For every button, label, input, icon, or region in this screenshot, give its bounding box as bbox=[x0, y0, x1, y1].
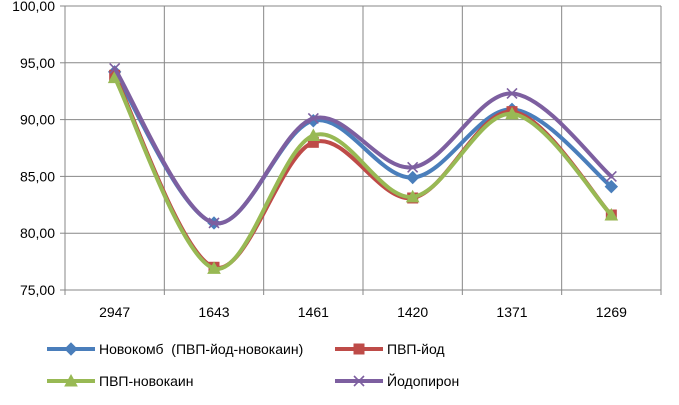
chart-grid bbox=[60, 5, 662, 295]
x-axis-tick-labels: 2947 1643 1461 1420 1371 1269 bbox=[99, 304, 627, 320]
data-point-marker bbox=[505, 106, 519, 120]
y-tick-label: 85,00 bbox=[20, 168, 55, 184]
data-point-marker bbox=[307, 112, 319, 125]
data-point-marker bbox=[353, 375, 365, 387]
data-point-marker bbox=[64, 342, 78, 356]
y-axis-tick-labels: 75,00 80,00 85,00 90,00 95,00 100,00 bbox=[12, 0, 55, 298]
legend-label: ПВП-йод bbox=[387, 341, 445, 357]
data-point-marker bbox=[604, 207, 619, 221]
x-tick-label: 1371 bbox=[496, 304, 527, 320]
data-point-marker bbox=[405, 189, 420, 203]
legend-label: ПВП-новокаин bbox=[99, 373, 193, 389]
x-tick-label: 1643 bbox=[198, 304, 229, 320]
data-point-marker bbox=[405, 170, 420, 185]
y-tick-label: 80,00 bbox=[20, 225, 55, 241]
data-point-marker bbox=[605, 170, 617, 182]
x-tick-label: 1420 bbox=[397, 304, 428, 320]
x-tick-label: 1269 bbox=[596, 304, 627, 320]
data-point-marker bbox=[109, 62, 121, 75]
chart-legend: Новокомб (ПВП-йод-новокаин) ПВП-йод ПВП-но… bbox=[47, 341, 459, 389]
series-3 bbox=[109, 62, 617, 229]
series-2 bbox=[107, 70, 619, 274]
data-point-marker bbox=[64, 373, 78, 387]
legend-item: Йодопирон bbox=[335, 372, 459, 389]
y-tick-label: 75,00 bbox=[20, 282, 55, 298]
y-tick-label: 90,00 bbox=[20, 112, 55, 128]
data-point-marker bbox=[208, 217, 220, 229]
data-point-marker bbox=[506, 87, 518, 100]
legend-label: Йодопирон bbox=[387, 372, 459, 389]
data-point-marker bbox=[604, 179, 619, 194]
legend-label: Новокомб (ПВП-йод-новокаин) bbox=[99, 341, 303, 357]
data-point-marker bbox=[407, 161, 419, 173]
legend-item: ПВП-новокаин bbox=[47, 373, 193, 389]
series-line bbox=[112, 75, 614, 271]
x-tick-label: 1461 bbox=[298, 304, 329, 320]
chart-series bbox=[107, 62, 619, 274]
x-tick-label: 2947 bbox=[99, 304, 130, 320]
legend-item: ПВП-йод bbox=[335, 341, 445, 357]
data-point-marker bbox=[353, 343, 365, 355]
data-point-marker bbox=[207, 261, 221, 274]
y-tick-label: 95,00 bbox=[20, 55, 55, 71]
y-tick-label: 100,00 bbox=[12, 0, 55, 14]
legend-item: Новокомб (ПВП-йод-новокаин) bbox=[47, 341, 303, 357]
data-point-marker bbox=[306, 128, 321, 142]
series-line bbox=[112, 66, 614, 226]
